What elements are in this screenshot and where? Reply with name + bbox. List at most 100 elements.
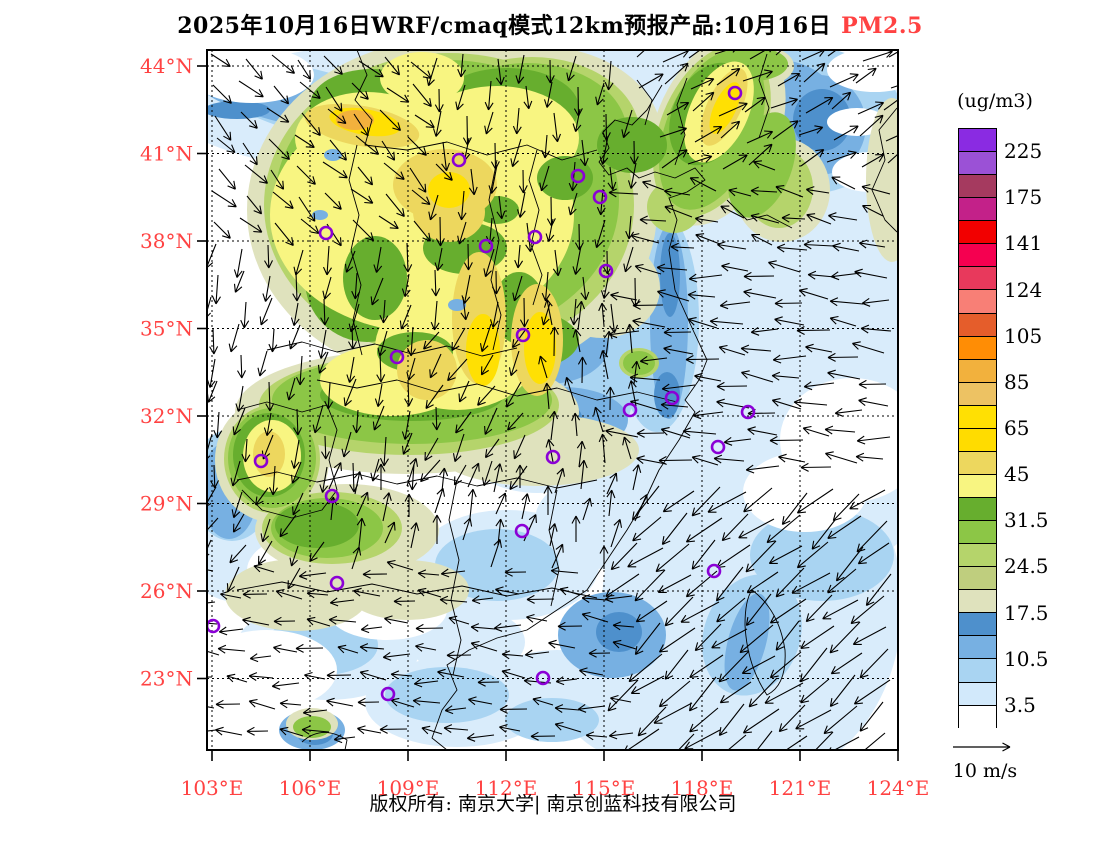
city-marker (592, 189, 608, 205)
legend-color-cell (959, 451, 996, 475)
city-marker (710, 439, 726, 455)
city-marker (478, 238, 494, 254)
boundary-line (431, 84, 708, 750)
legend-color-cell (959, 613, 996, 637)
map-frame (206, 49, 899, 751)
legend-value-label: 45 (1004, 462, 1030, 487)
lon-label: 103°E (181, 776, 244, 800)
boundary-line (301, 732, 348, 750)
lat-label: 32°N (140, 404, 193, 428)
city-marker (329, 575, 345, 591)
lat-label: 26°N (140, 579, 193, 603)
legend-value-label: 24.5 (1004, 554, 1049, 579)
boundary-line (548, 489, 560, 607)
boundary-line (448, 479, 462, 676)
legend-value-label: 175 (1004, 185, 1043, 210)
wind-reference-arrow (953, 742, 1011, 752)
city-marker (318, 225, 334, 241)
lat-label: 38°N (140, 229, 193, 253)
city-marker (324, 488, 340, 504)
legend-value-label: 3.5 (1004, 692, 1036, 717)
legend-color-cell (959, 290, 996, 314)
lon-label: 106°E (279, 776, 342, 800)
legend-value-label: 225 (1004, 139, 1043, 164)
city-marker (570, 168, 586, 184)
lat-label: 44°N (140, 54, 193, 78)
field-layer-orange-spot (336, 110, 374, 130)
city-marker (622, 402, 638, 418)
legend-color-cell (959, 567, 996, 591)
city-marker (598, 263, 614, 279)
page-title: 2025年10月16日WRF/cmaq模式12km预报产品:10月16日 PM2.… (0, 8, 1100, 40)
lon-label: 121°E (769, 776, 832, 800)
legend-color-cell (959, 428, 996, 452)
legend-color-cell (959, 636, 996, 660)
legend-value-label: 17.5 (1004, 600, 1049, 625)
title-pollutant: PM2.5 (841, 13, 923, 39)
lon-label: 124°E (867, 776, 930, 800)
city-marker (664, 390, 680, 406)
city-marker (515, 327, 531, 343)
legend-color-cell (959, 705, 996, 729)
color-scale-labels: 225 175 141 124 105 85 65 45 31.5 24.5 17.5 10.5 3.5 (1004, 128, 1094, 728)
boundary-line (488, 159, 502, 351)
boundary-line (354, 50, 598, 161)
title-text: 2025年10月16日WRF/cmaq模式12km预报产品:10月16日 (177, 13, 832, 39)
boundary-line (348, 144, 363, 356)
city-marker (380, 686, 396, 702)
field-layer-blue-dots (312, 149, 466, 311)
lat-label: 41°N (140, 142, 193, 166)
legend-color-cell (959, 682, 996, 706)
lon-label: 118°E (671, 776, 734, 800)
boundary-line (528, 149, 543, 306)
legend-color-cell (959, 313, 996, 337)
legend-color-cell (959, 198, 996, 222)
legend-value-label: 31.5 (1004, 508, 1049, 533)
legend-color-cell (959, 590, 996, 614)
lon-label: 109°E (377, 776, 440, 800)
legend-value-label: 124 (1004, 277, 1043, 302)
city-marker (389, 349, 405, 365)
legend-value-label: 10.5 (1004, 646, 1049, 671)
legend-color-cell (959, 521, 996, 545)
legend-color-cell (959, 175, 996, 199)
wind-reference-label: 10 m/s (952, 760, 1018, 782)
legend-value-label: 85 (1004, 369, 1030, 394)
legend-color-cell (959, 336, 996, 360)
legend-color-cell (959, 498, 996, 522)
legend-value-label: 141 (1004, 231, 1043, 256)
lon-label: 112°E (475, 776, 538, 800)
legend-value-label: 65 (1004, 416, 1030, 440)
legend-color-cell (959, 659, 996, 683)
city-marker (706, 563, 722, 579)
boundary-line (316, 379, 678, 403)
city-marker (514, 523, 530, 539)
boundary-line (266, 341, 518, 357)
boundary-line (236, 471, 598, 489)
lon-label: 115°E (573, 776, 636, 800)
axes: 44°N 41°N 38°N 35°N 32°N 29°N 26°N 23°N 103°E 106… (140, 54, 929, 800)
legend-color-cell (959, 382, 996, 406)
city-marker (253, 453, 269, 469)
lat-label: 29°N (140, 492, 193, 516)
copyright-text: 版权所有: 南京大学| 南京创蓝科技有限公司 (369, 793, 737, 815)
wind-vectors (207, 50, 898, 750)
legend-color-cell (959, 152, 996, 176)
legend-color-cell (959, 129, 996, 153)
city-marker (207, 618, 221, 634)
legend-color-cell (959, 221, 996, 245)
city-marker (545, 449, 561, 465)
city-marker (740, 404, 756, 420)
legend-color-cell (959, 267, 996, 291)
legend-color-cell (959, 474, 996, 498)
legend-color-cell (959, 405, 996, 429)
legend-color-cell (959, 359, 996, 383)
city-markers (207, 85, 756, 702)
city-marker (727, 85, 743, 101)
legend-color-cell (959, 244, 996, 268)
city-marker (527, 229, 543, 245)
lat-label: 23°N (140, 667, 193, 691)
legend-color-cell (959, 544, 996, 568)
